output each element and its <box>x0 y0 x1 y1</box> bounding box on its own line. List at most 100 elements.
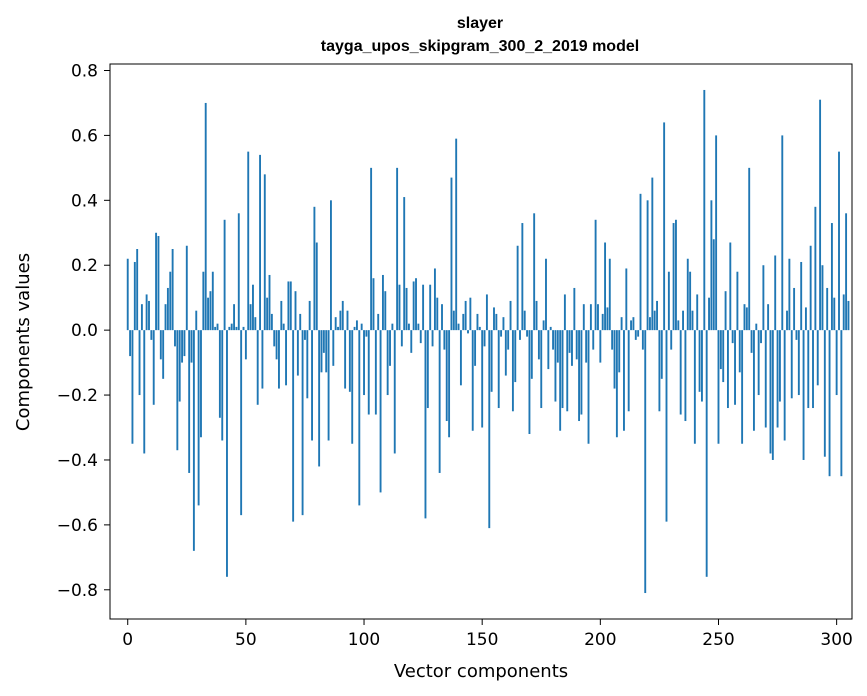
bar <box>545 258 547 331</box>
bar <box>471 330 474 431</box>
bar <box>724 291 727 331</box>
bar <box>618 330 621 373</box>
bar <box>183 330 186 357</box>
bar <box>252 284 254 331</box>
bar <box>363 330 365 396</box>
bar <box>417 323 420 331</box>
y-tick-label: 0.4 <box>71 191 98 211</box>
bar <box>611 330 614 350</box>
bar <box>263 174 266 331</box>
bar <box>204 102 207 331</box>
bar <box>823 330 826 457</box>
bar <box>675 219 677 331</box>
bar <box>764 330 767 428</box>
bar <box>415 278 417 331</box>
bar <box>398 284 401 331</box>
bar <box>282 323 285 331</box>
bar <box>445 330 448 422</box>
bar <box>148 300 150 331</box>
bar <box>800 261 803 331</box>
bar <box>838 151 840 331</box>
bar <box>750 330 753 353</box>
bar <box>214 326 217 331</box>
bar <box>736 271 739 331</box>
bar <box>181 330 184 363</box>
bar <box>634 330 637 340</box>
bar <box>672 223 675 331</box>
bar <box>741 330 744 444</box>
bar <box>795 330 798 340</box>
bar <box>221 330 224 441</box>
bar <box>353 326 356 331</box>
bar <box>431 330 434 347</box>
bar <box>433 268 436 331</box>
bar <box>649 317 651 331</box>
bar <box>767 304 770 331</box>
bar <box>597 304 599 331</box>
bar <box>322 330 325 353</box>
bar <box>377 313 380 331</box>
bar <box>332 330 335 366</box>
bar <box>474 330 477 366</box>
bar <box>530 330 533 379</box>
bar <box>485 294 488 331</box>
bar <box>500 330 503 337</box>
bar <box>830 223 833 331</box>
bars-group <box>126 89 850 594</box>
bar <box>131 330 134 444</box>
bar <box>778 330 781 402</box>
bar <box>651 177 654 331</box>
bar <box>663 122 666 331</box>
bar <box>703 89 706 331</box>
bar <box>845 213 848 331</box>
bar <box>393 330 396 454</box>
bar <box>639 193 642 331</box>
bar <box>162 330 165 379</box>
bar <box>268 274 271 331</box>
bar <box>578 330 581 422</box>
bar <box>511 330 514 412</box>
bar <box>568 330 571 353</box>
bar <box>464 300 467 331</box>
bar <box>405 287 408 331</box>
bar <box>613 330 616 389</box>
bar <box>285 330 287 386</box>
bar <box>549 326 552 331</box>
bar <box>436 297 439 331</box>
bar <box>280 300 283 331</box>
bar <box>459 330 462 386</box>
bar <box>424 330 427 519</box>
bar <box>840 330 843 477</box>
bar <box>341 300 344 331</box>
bar <box>781 135 784 331</box>
bar <box>311 330 313 441</box>
bar <box>129 330 132 357</box>
y-tick-label: −0.8 <box>57 581 98 601</box>
bar <box>493 307 495 331</box>
bar <box>379 330 382 493</box>
bar <box>240 330 243 516</box>
bar <box>138 330 141 396</box>
bar <box>630 320 632 331</box>
bar <box>521 223 524 331</box>
bar <box>712 239 715 331</box>
x-tick-label: 100 <box>348 630 380 650</box>
bar <box>355 320 358 331</box>
bar <box>693 330 696 444</box>
bar <box>615 330 618 438</box>
bar <box>370 167 373 331</box>
bar <box>665 330 668 522</box>
bar <box>185 245 188 331</box>
bar <box>719 330 722 370</box>
bar <box>391 323 394 331</box>
bar <box>452 310 455 331</box>
bar <box>155 232 158 331</box>
bar <box>176 330 179 451</box>
bar <box>294 291 297 331</box>
bar <box>292 330 295 522</box>
bar <box>235 326 238 331</box>
bar <box>762 265 765 331</box>
bar <box>233 304 236 331</box>
bar <box>178 330 181 402</box>
